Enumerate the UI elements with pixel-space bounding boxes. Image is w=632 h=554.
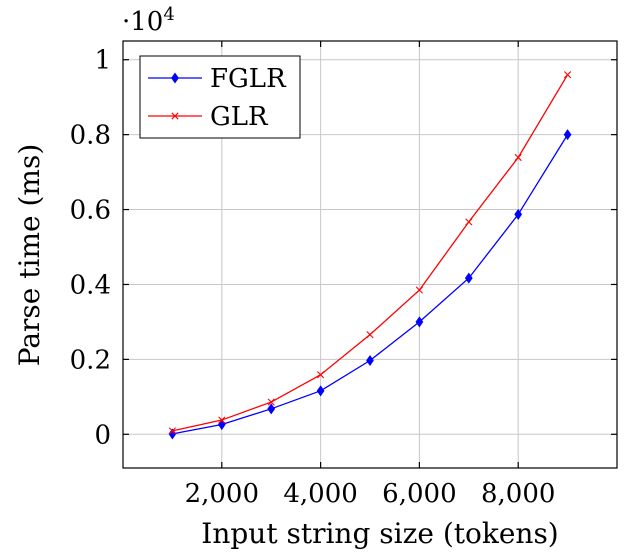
y-tick-label: 1: [94, 46, 111, 76]
data-point-x-stroke: [317, 371, 325, 379]
data-point-x-stroke: [564, 71, 572, 79]
data-point-x-stroke: [366, 331, 374, 339]
y-scale-exponent: 4: [163, 4, 174, 25]
y-tick-label: 0.8: [70, 121, 111, 151]
data-point-x: [514, 153, 522, 162]
data-point-x: [415, 286, 423, 294]
data-point-x: [168, 427, 176, 435]
legend-item-fglr: FGLR: [148, 64, 287, 94]
legend-box: [139, 55, 301, 139]
y-scale-label: ·104: [122, 4, 175, 37]
data-point-diamond: [366, 354, 374, 367]
data-point-diamond: [168, 428, 177, 440]
data-point-x-stroke: [171, 112, 179, 120]
data-point-x-stroke: [514, 153, 522, 162]
x-tick-label: 2,000: [185, 479, 259, 509]
ticks: [123, 41, 617, 468]
tick-labels: 2,000 4,000 6,000 8,000 0 0.2 0.4 0.6 0.8 1: [70, 46, 556, 509]
y-scale-base: ·10: [122, 7, 163, 37]
data-point-x: [267, 398, 275, 406]
x-tick-label: 6,000: [382, 479, 456, 509]
data-point-x-stroke: [415, 286, 423, 294]
data-point-diamond: [171, 72, 179, 84]
plot-frame: [122, 40, 618, 469]
data-point-x: [564, 71, 572, 79]
y-tick-label: 0.2: [70, 345, 111, 375]
data-point-x: [465, 218, 473, 226]
data-point-x-stroke: [267, 398, 275, 406]
x-tick-label: 8,000: [481, 479, 555, 509]
series-glr: [168, 71, 572, 435]
data-point-diamond: [415, 316, 424, 328]
data-point-diamond: [514, 208, 523, 220]
data-point-x: [218, 416, 226, 424]
data-point-x-stroke: [218, 416, 226, 424]
series-layer: [168, 71, 572, 440]
data-point-x-stroke: [168, 427, 176, 435]
data-point-diamond: [464, 272, 473, 284]
y-tick-label: 0.4: [70, 270, 111, 300]
legend-item-glr: GLR: [148, 102, 269, 132]
data-point-x: [366, 331, 374, 339]
legend-label: GLR: [210, 102, 269, 132]
data-point-x-stroke: [465, 218, 473, 226]
y-tick-label: 0.6: [70, 196, 111, 226]
y-tick-label: 0: [94, 420, 111, 450]
legend-label: FGLR: [210, 64, 287, 94]
data-point-diamond: [563, 129, 572, 141]
x-axis-title: Input string size (tokens): [201, 517, 558, 550]
legend: FGLR GLR: [139, 55, 301, 139]
y-axis-title: Parse time (ms): [13, 144, 46, 367]
x-tick-label: 4,000: [283, 479, 357, 509]
data-point-diamond: [316, 385, 325, 397]
data-point-x: [317, 371, 325, 379]
series-fglr: [168, 129, 572, 440]
data-point-x: [171, 112, 179, 120]
data-point-diamond: [267, 403, 276, 415]
